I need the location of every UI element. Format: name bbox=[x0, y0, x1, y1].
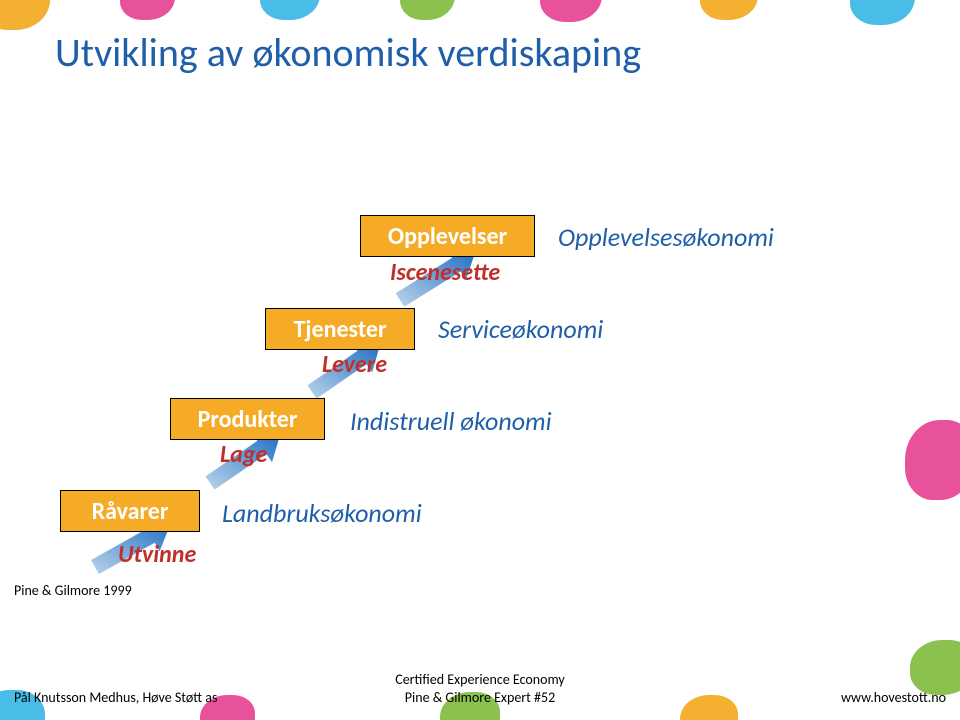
arrow-label-levere: Levere bbox=[322, 350, 387, 379]
econ-label-landbruk: Landbruksøkonomi bbox=[222, 497, 422, 529]
econ-label-service: Serviceøkonomi bbox=[438, 313, 603, 345]
step-arrows bbox=[0, 0, 960, 720]
source-citation: Pine & Gilmore 1999 bbox=[14, 582, 132, 599]
footer-url: www.hovestott.no bbox=[841, 689, 946, 706]
econ-label-industri: Indistruell økonomi bbox=[350, 405, 552, 437]
step-opplevelser: Opplevelser bbox=[360, 215, 535, 257]
econ-label-opplevelse: Opplevelsesøkonomi bbox=[558, 221, 774, 253]
footer-cert-line1: Certified Experience Economy bbox=[0, 671, 960, 689]
step-produkter: Produkter bbox=[170, 398, 325, 440]
arrow-label-iscenesette: Iscenesette bbox=[390, 258, 500, 287]
step-tjenester: Tjenester bbox=[265, 308, 415, 350]
footer-cert-line2: Pine & Gilmore Expert #52 bbox=[0, 689, 960, 707]
arrow-label-utvinne: Utvinne bbox=[118, 540, 196, 569]
footer-cert: Certified Experience Economy Pine & Gilm… bbox=[0, 671, 960, 706]
step-ravarer: Råvarer bbox=[60, 490, 200, 532]
footer: Pål Knutsson Medhus, Høve Støtt as Certi… bbox=[0, 672, 960, 706]
slide: Utvikling av økonomisk verdiskaping Råva… bbox=[0, 0, 960, 720]
arrow-label-lage: Lage bbox=[220, 440, 267, 469]
